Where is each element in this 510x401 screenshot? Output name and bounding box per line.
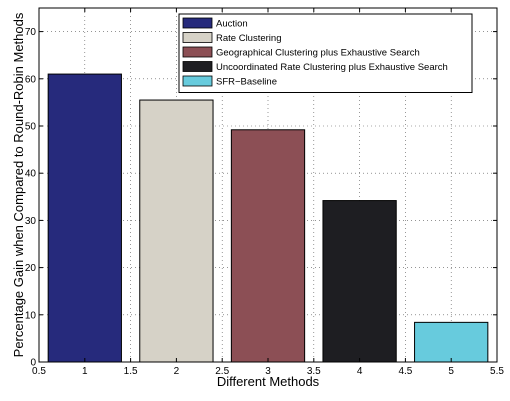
x-tick-label: 5.5 <box>490 366 504 377</box>
legend-label: Uncoordinated Rate Clustering plus Exhau… <box>216 62 448 73</box>
y-tick-label: 20 <box>25 263 37 274</box>
bar <box>47 73 122 363</box>
x-tick-label: 4 <box>357 366 363 377</box>
bar <box>414 321 489 363</box>
legend-box <box>178 13 473 93</box>
x-tick-label: 3 <box>265 366 271 377</box>
x-tick-label: 1 <box>82 366 88 377</box>
legend-label: Rate Clustering <box>216 33 281 44</box>
legend-label: Geographical Clustering plus Exhaustive … <box>216 48 420 59</box>
legend-label: SFR−Baseline <box>216 77 277 88</box>
legend-swatch <box>182 75 213 87</box>
legend-swatch <box>182 32 213 43</box>
bars <box>47 73 489 363</box>
bar <box>139 99 214 363</box>
x-tick-label: 2.5 <box>215 366 229 377</box>
legend-swatch <box>182 17 213 29</box>
legend-swatch <box>182 46 213 58</box>
x-tick-label: 5 <box>448 366 454 377</box>
y-tick-label: 0 <box>30 358 36 369</box>
x-tick-label: 3.5 <box>307 366 321 377</box>
x-tick-label: 2 <box>174 366 180 377</box>
legend-label: Auction <box>216 19 248 30</box>
x-tick-label: 4.5 <box>398 366 412 377</box>
y-axis-label: Percentage Gain when Compared to Round-R… <box>11 12 26 357</box>
axis-ticks: 0.5 1 1.5 2 2.5 3 3.5 4 4.5 5 5.5 0 10 20 30 40 50 60 70 <box>25 8 504 377</box>
y-tick-label: 30 <box>25 216 37 227</box>
y-tick-label: 10 <box>25 310 37 321</box>
y-tick-label: 40 <box>25 169 37 180</box>
y-tick-label: 60 <box>25 74 37 85</box>
x-axis-label: Different Methods <box>217 374 320 389</box>
legend-swatch <box>182 61 213 72</box>
bar <box>322 200 397 363</box>
x-tick-label: 1.5 <box>124 366 138 377</box>
bar <box>230 129 306 363</box>
legend: Auction Rate Clustering Geographical Clust… <box>178 13 473 93</box>
y-tick-label: 70 <box>25 27 37 38</box>
y-tick-label: 50 <box>25 122 37 133</box>
x-tick-label: 0.5 <box>32 366 46 377</box>
